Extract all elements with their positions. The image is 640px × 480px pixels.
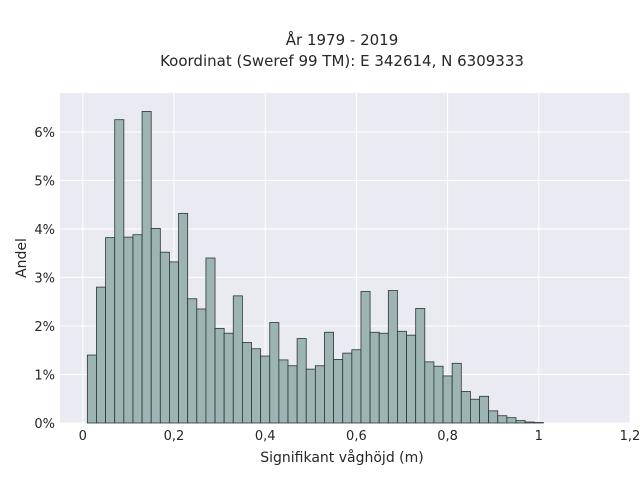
histogram-bar [488,410,499,424]
y-tick-label: 6% [34,126,55,141]
histogram-bar [123,236,134,424]
histogram-bar [278,359,289,424]
y-axis-ticks: 0% 1% 2% 3% 4% 5% 6% [34,126,55,432]
histogram-bar [479,395,490,424]
histogram-bar [287,365,298,424]
chart-title-line1: År 1979 - 2019 [286,30,399,49]
x-tick-label: 0,2 [164,429,185,444]
y-tick-label: 3% [34,271,55,286]
x-axis-label: Signifikant våghöjd (m) [260,449,423,466]
histogram-bar [506,417,517,424]
histogram-bars [86,111,544,424]
histogram-bar [378,332,389,424]
histogram-bar [360,291,371,424]
histogram-bar [296,338,307,424]
y-tick-label: 5% [34,174,55,189]
histogram-bar [460,391,471,424]
y-axis-label: Andel [14,238,30,278]
histogram-bar [214,327,225,424]
histogram-bar [524,421,535,424]
histogram-bar [205,257,216,424]
histogram-bar [269,322,280,424]
histogram-bar [223,332,234,424]
histogram-bar [469,398,480,424]
x-tick-label: 0,8 [437,429,458,444]
y-tick-label: 1% [34,368,55,383]
histogram-bar [342,352,353,424]
y-tick-label: 4% [34,223,55,238]
histogram-bar [433,365,444,424]
x-tick-label: 1 [535,429,543,444]
histogram-bar [114,119,125,424]
histogram-bar [260,355,271,424]
histogram-bar [497,415,508,424]
chart-title-line2: Koordinat (Sweref 99 TM): E 342614, N 63… [160,52,524,70]
y-tick-label: 2% [34,320,55,335]
histogram-bar [314,365,325,424]
histogram-bar [86,354,97,424]
histogram-bar [369,331,380,424]
histogram-bar [232,295,243,424]
histogram-bar [451,362,462,424]
x-axis-ticks: 0 0,2 0,4 0,6 0,8 1 1,2 [79,429,640,444]
x-tick-label: 0,6 [346,429,367,444]
histogram-bar [178,212,189,424]
histogram-bar [159,251,170,424]
histogram-bar [406,334,417,424]
histogram-bar [196,308,207,424]
histogram-bar [387,290,398,424]
histogram-bar [515,420,526,424]
histogram-bar [333,359,344,424]
histogram-bar [415,308,426,424]
histogram-bar [105,237,116,424]
histogram-bar [187,298,198,424]
histogram-bar [132,234,143,424]
histogram-bar [305,368,316,424]
histogram-bar [150,227,161,424]
histogram-bar [442,375,453,424]
histogram-bar [141,111,152,424]
histogram-bar [241,342,252,424]
histogram-bar [351,349,362,424]
histogram-bar [324,331,335,424]
histogram-bar [397,330,407,424]
histogram-bar [251,348,262,424]
x-tick-label: 0 [79,429,87,444]
x-tick-label: 0,4 [255,429,276,444]
histogram-bar [424,361,435,424]
histogram-bar [96,286,107,424]
y-tick-label: 0% [34,417,55,432]
x-tick-label: 1,2 [620,429,640,444]
histogram-bar [169,261,179,424]
